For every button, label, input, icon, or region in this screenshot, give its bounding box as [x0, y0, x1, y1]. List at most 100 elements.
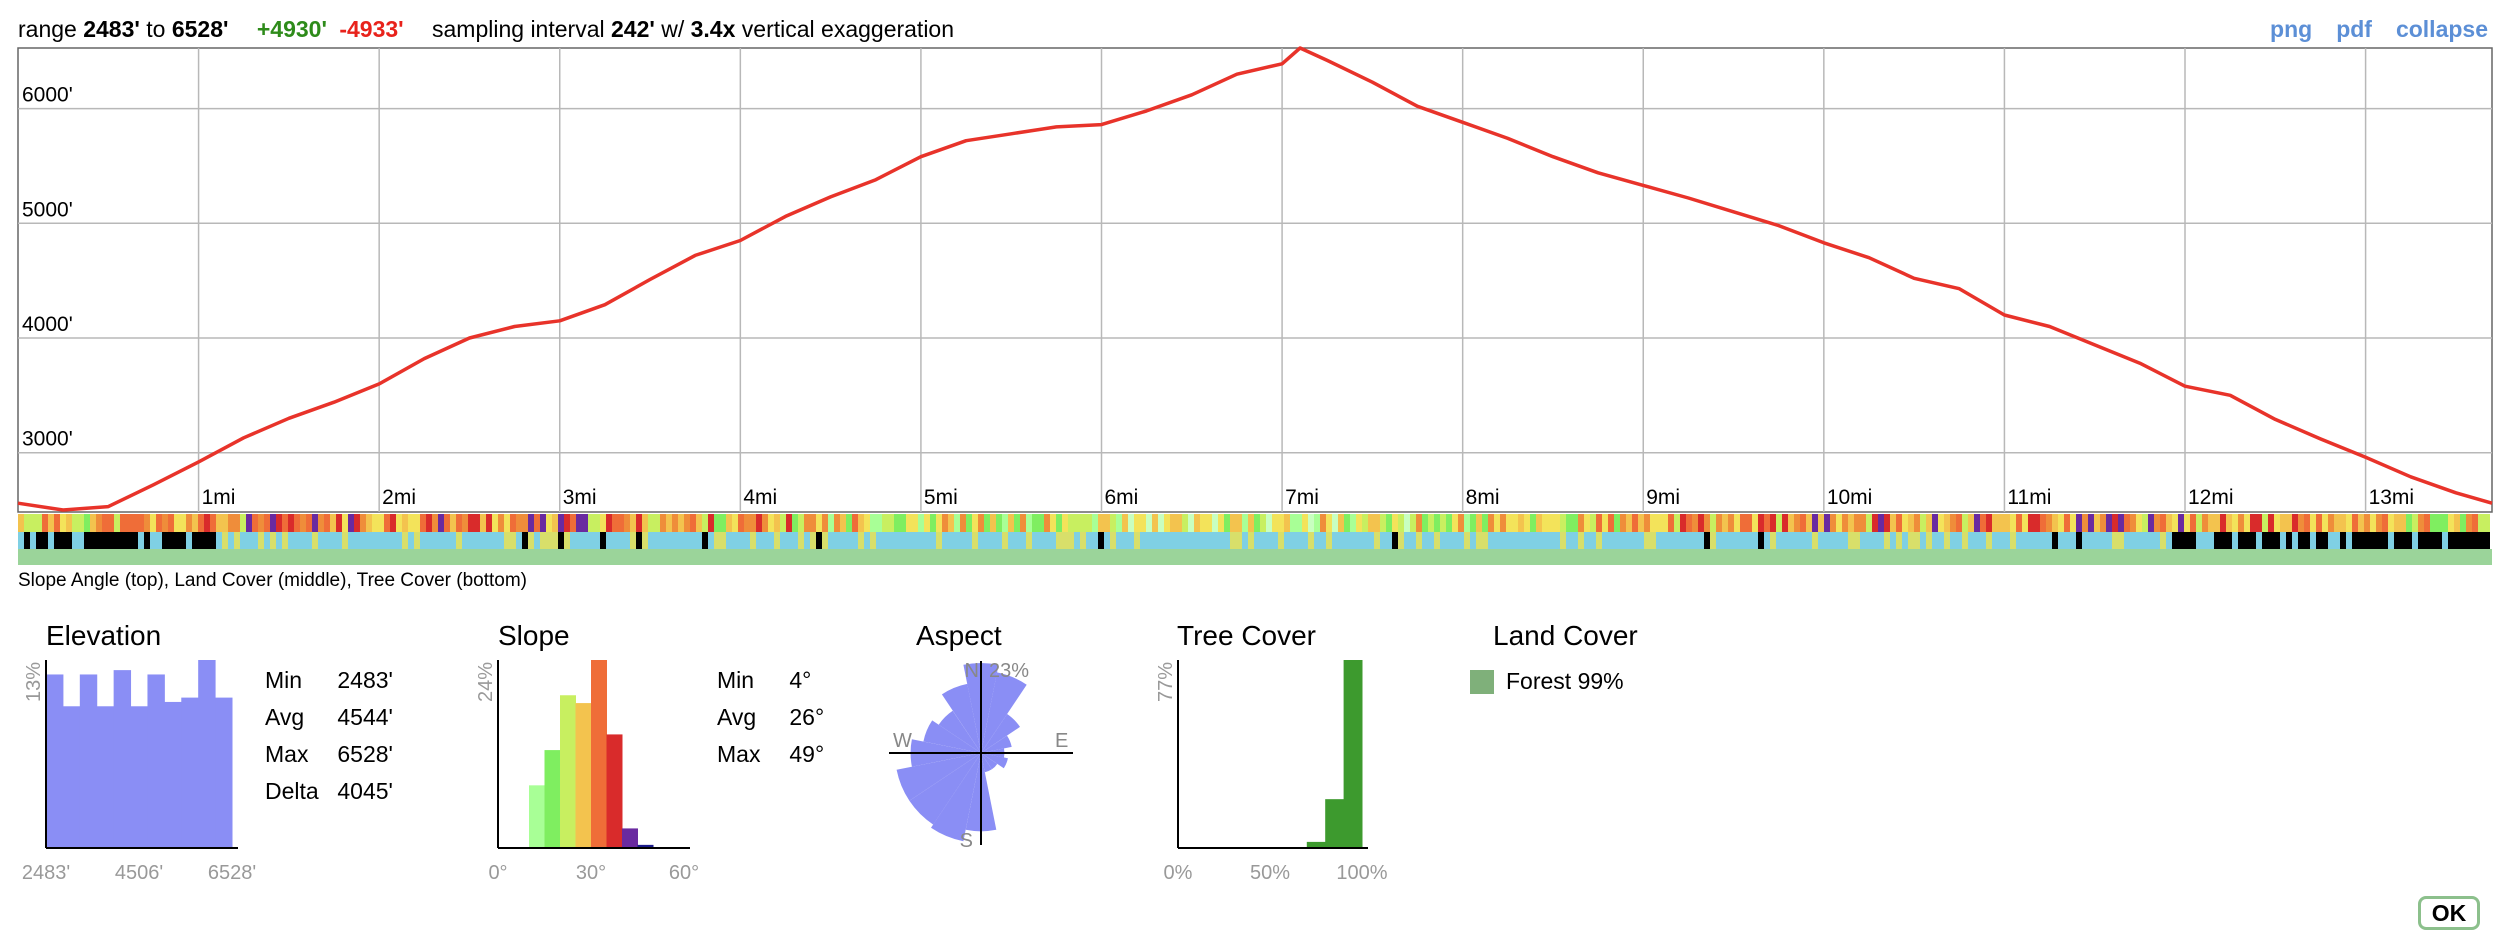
slope-cell [1866, 514, 1872, 532]
slope-cell [978, 514, 984, 532]
x-tick-label: 6mi [1105, 486, 1139, 509]
land-cover-cell [120, 532, 126, 549]
land-cover-cell [1902, 532, 1908, 549]
land-cover-cell [1896, 532, 1902, 549]
land-cover-cell [312, 532, 318, 549]
slope-cell [900, 514, 906, 532]
land-cover-cell [1584, 532, 1590, 549]
land-cover-cell [1626, 532, 1632, 549]
land-cover-cell [576, 532, 582, 549]
slope-cell [2394, 514, 2400, 532]
slope-cell [840, 514, 846, 532]
land-cover-cell [1638, 532, 1644, 549]
land-cover-cell [840, 532, 846, 549]
slope-cell [1452, 514, 1458, 532]
land-cover-title: Land Cover [1493, 620, 1638, 651]
x-tick-label: 11mi [2007, 486, 2051, 509]
land-cover-cell [1770, 532, 1776, 549]
land-cover-cell [1572, 532, 1578, 549]
export-links: png pdf collapse [2246, 16, 2488, 43]
land-cover-cell [1218, 532, 1224, 549]
range-min: 2483' [83, 16, 140, 42]
slope-cell [1074, 514, 1080, 532]
slope-cell [786, 514, 792, 532]
slope-cell [1146, 514, 1152, 532]
slope-cell [1206, 514, 1212, 532]
slope-cell [2244, 514, 2250, 532]
land-cover-cell [1698, 532, 1704, 549]
slope-cell [1806, 514, 1812, 532]
land-cover-cell [1344, 532, 1350, 549]
land-cover-cell [2430, 532, 2436, 549]
land-cover-cell [1482, 532, 1488, 549]
slope-cell [1320, 514, 1326, 532]
land-cover-cell [2082, 532, 2088, 549]
land-cover-cell [630, 532, 636, 549]
slope-cell [1716, 514, 1722, 532]
slope-cell [1128, 514, 1134, 532]
slope-cell [972, 514, 978, 532]
land-cover-cell [822, 532, 828, 549]
slope-stat-min-value: 4° [789, 667, 812, 693]
land-cover-cell [1020, 532, 1026, 549]
land-cover-cell [2466, 532, 2472, 549]
land-cover-cell [1956, 532, 1962, 549]
slope-cell [1062, 514, 1068, 532]
slope-cell [1410, 514, 1416, 532]
slope-cell [2472, 514, 2478, 532]
slope-cell [2400, 514, 2406, 532]
y-tick-label: 3000' [22, 428, 73, 451]
land-cover-cell [2484, 532, 2490, 549]
land-cover-cell [1932, 532, 1938, 549]
slope-cell [2022, 514, 2028, 532]
png-link[interactable]: png [2270, 16, 2313, 42]
land-cover-cell [156, 532, 162, 549]
land-cover-cell [288, 532, 294, 549]
slope-cell [114, 514, 120, 532]
slope-cell [1926, 514, 1932, 532]
land-cover-cell [2238, 532, 2244, 549]
slope-cell [180, 514, 186, 532]
slope-cell [2016, 514, 2022, 532]
slope-cell [912, 514, 918, 532]
land-cover-cell [1836, 532, 1842, 549]
land-cover-cell [2016, 532, 2022, 549]
x-tick-label: 3mi [563, 486, 597, 509]
slope-cell [1242, 514, 1248, 532]
land-cover-cell [2478, 532, 2484, 549]
slope-cell [1788, 514, 1794, 532]
slope-cell [498, 514, 504, 532]
land-cover-cell [2460, 532, 2466, 549]
land-cover-cell [2250, 532, 2256, 549]
slope-cell [408, 514, 414, 532]
ok-button[interactable]: OK [2418, 896, 2480, 930]
slope-cell [1122, 514, 1128, 532]
slope-cell [1110, 514, 1116, 532]
slope-cell [2070, 514, 2076, 532]
land-cover-cell [2280, 532, 2286, 549]
land-cover-cell [2346, 532, 2352, 549]
slope-cell [372, 514, 378, 532]
slope-cell [594, 514, 600, 532]
land-cover-cell [1890, 532, 1896, 549]
collapse-link[interactable]: collapse [2395, 16, 2488, 42]
land-cover-cell [1866, 532, 1872, 549]
slope-cell [1626, 514, 1632, 532]
slope-cell [2406, 514, 2412, 532]
slope-cell [1104, 514, 1110, 532]
land-cover-cell [114, 532, 120, 549]
slope-cell [1680, 514, 1686, 532]
pdf-link[interactable]: pdf [2336, 16, 2372, 42]
slope-cell [576, 514, 582, 532]
land-cover-cell [546, 532, 552, 549]
land-cover-cell [624, 532, 630, 549]
slope-cell [1758, 514, 1764, 532]
land-cover-cell [1812, 532, 1818, 549]
slope-cell [852, 514, 858, 532]
land-cover-cell [1872, 532, 1878, 549]
slope-cell [894, 514, 900, 532]
slope-cell [1332, 514, 1338, 532]
slope-cell [198, 514, 204, 532]
slope-cell [168, 514, 174, 532]
slope-cell [2142, 514, 2148, 532]
